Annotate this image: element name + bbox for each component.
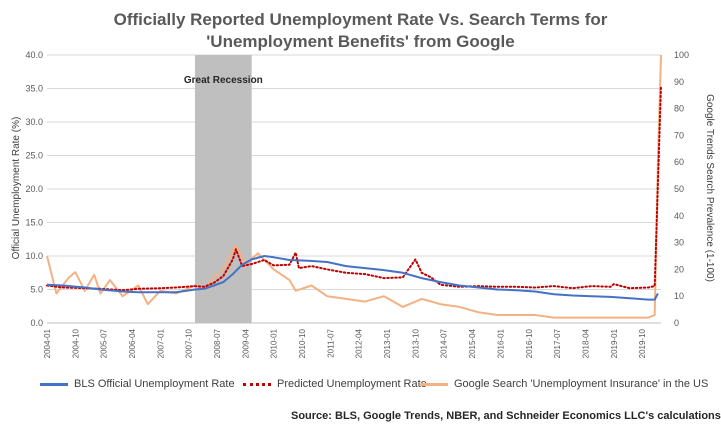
y2-tick-label: 40 — [674, 211, 684, 221]
y2-tick-label: 10 — [674, 291, 684, 301]
y2-tick-label: 50 — [674, 184, 684, 194]
x-tick-label: 2010-10 — [298, 328, 307, 358]
legend-swatch-bls — [40, 382, 68, 386]
legend-item-predicted: Predicted Unemployment Rate — [243, 378, 427, 390]
legend-label-google: Google Search 'Unemployment Insurance' i… — [454, 378, 709, 390]
x-tick-label: 2016-01 — [496, 328, 505, 358]
series-line-predicted — [46, 84, 662, 292]
legend-swatch-predicted — [243, 382, 271, 386]
x-tick-label: 2014-07 — [440, 328, 449, 358]
grid-lines — [47, 54, 661, 324]
axes-layer: 0.0 5.0 10.0 15.0 20.0 25.0 30.0 35.0 40.0 0 10 20 3… — [25, 50, 689, 358]
y-tick-label: 30.0 — [25, 117, 43, 127]
y-tick-label: 25.0 — [25, 151, 43, 161]
y-tick-label: 20.0 — [25, 184, 43, 194]
x-tick-label: 2004-01 — [43, 328, 52, 358]
x-tick-label: 2011-07 — [326, 328, 335, 357]
x-tick-label: 2017-07 — [553, 328, 562, 358]
x-tick-label: 2007-10 — [185, 328, 194, 358]
legend-label-predicted: Predicted Unemployment Rate — [277, 378, 427, 390]
chart-title-line-1: Officially Reported Unemployment Rate Vs… — [113, 10, 608, 29]
series-line-google — [46, 54, 662, 319]
recession-shade — [194, 55, 252, 323]
legend-item-bls: BLS Official Unemployment Rate — [40, 378, 235, 390]
source-note: Source: BLS, Google Trends, NBER, and Sc… — [291, 410, 721, 422]
x-tick-label: 2008-07 — [213, 328, 222, 358]
legend-swatch-google — [420, 382, 448, 386]
y-tick-label: 35.0 — [25, 84, 43, 94]
x-tick-label: 2018-04 — [581, 328, 590, 358]
x-tick-label: 2009-04 — [241, 328, 250, 358]
y-tick-label: 15.0 — [25, 218, 43, 228]
x-tick-label: 2007-01 — [156, 328, 165, 358]
y2-tick-label: 70 — [674, 130, 684, 140]
x-tick-label: 2012-04 — [355, 328, 364, 358]
x-tick-label: 2019-10 — [638, 328, 647, 358]
y2-tick-label: 30 — [674, 238, 684, 248]
y-tick-label: 40.0 — [25, 50, 43, 60]
y2-tick-label: 90 — [674, 77, 684, 87]
x-tick-label: 2006-04 — [128, 328, 137, 358]
y2-tick-label: 100 — [674, 50, 689, 60]
y-tick-label: 10.0 — [25, 251, 43, 261]
chart-title-line-2: 'Unemployment Benefits' from Google — [206, 32, 515, 51]
x-tick-label: 2013-10 — [411, 328, 420, 358]
x-tick-label: 2004-10 — [71, 328, 80, 358]
y2-tick-label: 80 — [674, 104, 684, 114]
y-axis-label: Official Unemployment Rate (%) — [11, 117, 22, 260]
y-tick-label: 0.0 — [30, 318, 43, 328]
x-tick-label: 2010-01 — [270, 328, 279, 358]
x-tick-label: 2015-04 — [468, 328, 477, 358]
x-tick-label: 2016-10 — [525, 328, 534, 358]
legend-label-bls: BLS Official Unemployment Rate — [74, 378, 235, 390]
y2-axis-label: Google Trends Search Prevalence (1-100) — [704, 94, 715, 282]
shaded-region-layer: Great Recession — [184, 55, 263, 323]
series-line-bls — [46, 255, 659, 301]
series-layer — [46, 54, 662, 319]
y2-tick-label: 0 — [674, 318, 679, 328]
y2-tick-label: 20 — [674, 264, 684, 274]
legend-item-google: Google Search 'Unemployment Insurance' i… — [420, 378, 708, 390]
y2-tick-label: 60 — [674, 157, 684, 167]
x-tick-label: 2019-01 — [610, 328, 619, 358]
y-tick-label: 5.0 — [30, 285, 43, 295]
recession-label: Great Recession — [184, 75, 263, 86]
x-tick-label: 2013-01 — [383, 328, 392, 358]
x-tick-label: 2005-07 — [100, 328, 109, 358]
